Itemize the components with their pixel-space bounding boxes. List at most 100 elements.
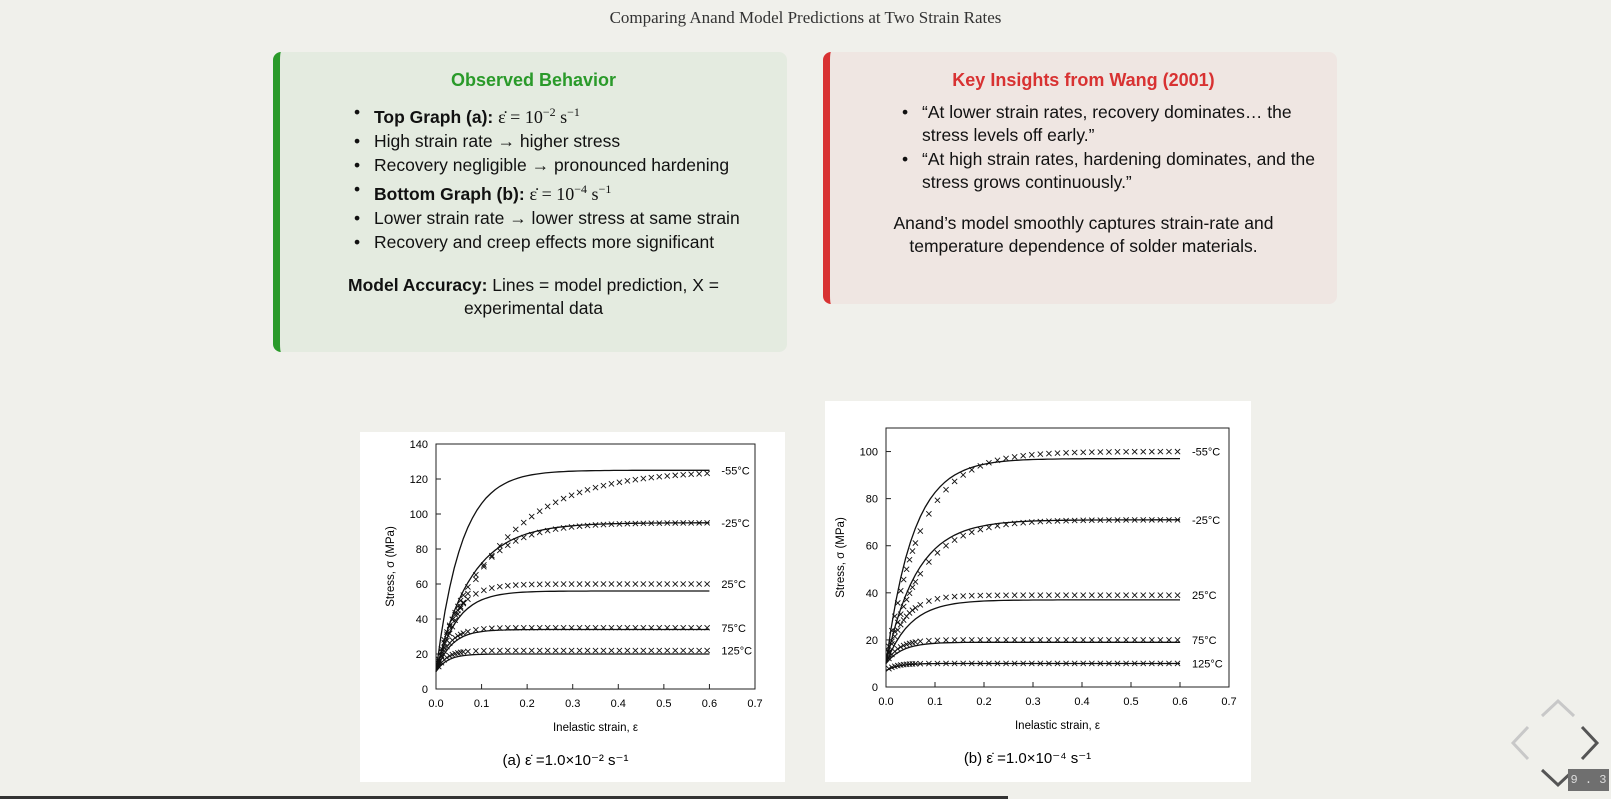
model-curve xyxy=(885,599,1180,664)
chart-a: 0.0 0.1 0.2 0.3 0.4 0.5 0.6 0.7 0 20 40 60 80 100 120 1… xyxy=(385,439,763,769)
data-point-x xyxy=(600,624,607,631)
series-label: -55°C xyxy=(721,465,749,477)
data-point-x xyxy=(985,592,992,599)
key-insights-box: Key Insights from Wang (2001) “At lower … xyxy=(823,52,1337,304)
observed-list: Top Graph (a): ε̇ = 10−2 s−1 High strain… xyxy=(280,101,787,254)
data-point-x xyxy=(568,581,575,587)
observed-item-bottom-graph: Bottom Graph (b): ε̇ = 10−4 s−1 xyxy=(354,178,787,206)
data-point-x xyxy=(672,581,679,587)
data-point-x xyxy=(897,611,904,618)
model-curve xyxy=(885,641,1180,664)
data-point-x xyxy=(897,621,904,628)
data-point-x xyxy=(536,647,543,654)
slide-title: Comparing Anand Model Predictions at Two… xyxy=(609,8,1002,27)
data-point-x xyxy=(903,596,910,603)
data-point-x xyxy=(1063,517,1069,524)
x-axis-label: Inelastic strain, ε xyxy=(553,722,638,734)
data-point-x xyxy=(1037,636,1044,643)
data-point-x xyxy=(994,457,1001,464)
data-point-x xyxy=(480,587,487,594)
series-label: -55°C xyxy=(1192,447,1220,459)
data-point-x xyxy=(917,660,924,667)
data-point-x xyxy=(943,660,949,667)
data-point-x xyxy=(560,647,567,654)
data-point-x xyxy=(1140,448,1147,455)
data-point-x xyxy=(688,624,695,631)
data-point-x xyxy=(1148,660,1155,667)
data-point-x xyxy=(1071,592,1078,599)
data-point-x xyxy=(616,521,623,527)
data-point-x xyxy=(1080,449,1087,456)
data-point-x xyxy=(672,624,679,631)
data-point-x xyxy=(680,624,687,631)
data-point-x xyxy=(480,562,487,568)
data-point-x xyxy=(1020,519,1027,526)
chart-caption: (b) ε̇ =1.0×10⁻⁴ s⁻¹ xyxy=(964,750,1091,767)
data-point-x xyxy=(1123,592,1130,599)
y-tick-label: 20 xyxy=(866,635,878,647)
data-point-x xyxy=(664,581,671,587)
data-point-x xyxy=(648,647,655,654)
data-point-x xyxy=(528,624,535,631)
data-point-x xyxy=(696,624,703,631)
data-point-x xyxy=(520,647,527,654)
y-tick-label: 0 xyxy=(422,684,428,696)
data-point-x xyxy=(520,624,527,631)
data-point-x xyxy=(560,524,567,531)
data-point-x xyxy=(925,559,932,565)
data-point-x xyxy=(894,646,901,652)
data-point-x xyxy=(891,628,898,635)
data-point-x xyxy=(496,583,503,590)
insights-list: “At lower strain rates, recovery dominat… xyxy=(830,101,1337,194)
data-point-x xyxy=(1054,592,1061,599)
data-point-x xyxy=(912,604,919,611)
nav-left-icon[interactable] xyxy=(1508,723,1532,763)
data-point-x xyxy=(452,634,459,641)
data-point-x xyxy=(592,647,599,654)
series-label: 25°C xyxy=(721,579,746,591)
data-point-x xyxy=(472,647,479,654)
data-point-x xyxy=(1097,517,1104,524)
data-point-x xyxy=(648,624,655,631)
y-axis-label: Stress, σ (MPa) xyxy=(835,517,847,598)
data-point-x xyxy=(1063,592,1069,599)
data-point-x xyxy=(897,644,904,650)
data-point-x xyxy=(1157,660,1164,667)
data-point-x xyxy=(488,625,495,632)
data-point-x xyxy=(1174,592,1181,599)
data-point-x xyxy=(444,654,450,661)
y-axis-label: Stress, σ (MPa) xyxy=(385,526,397,607)
data-point-x xyxy=(632,520,639,527)
data-point-x xyxy=(1046,592,1052,599)
data-point-x xyxy=(1020,636,1027,643)
nav-right-icon[interactable] xyxy=(1578,723,1602,763)
data-point-x xyxy=(600,581,607,587)
data-point-x xyxy=(452,611,459,618)
y-tick-label: 60 xyxy=(866,541,878,553)
data-point-x xyxy=(960,471,967,478)
data-point-x xyxy=(917,638,924,645)
data-point-x xyxy=(1080,592,1087,599)
data-point-x xyxy=(704,470,711,477)
model-curve xyxy=(435,469,710,672)
data-point-x xyxy=(656,624,663,631)
data-point-x xyxy=(977,660,984,667)
data-point-x xyxy=(1028,592,1035,599)
data-point-x xyxy=(1003,660,1009,667)
data-point-x xyxy=(688,647,695,654)
data-point-x xyxy=(909,548,916,554)
data-point-x xyxy=(888,641,895,647)
x-tick-label: 0.2 xyxy=(976,696,991,708)
data-point-x xyxy=(1011,660,1018,667)
data-point-x xyxy=(512,526,519,533)
y-tick-label: 140 xyxy=(410,439,428,451)
data-point-x xyxy=(536,624,543,631)
nav-up-icon[interactable] xyxy=(1538,696,1578,720)
data-point-x xyxy=(1003,455,1009,462)
data-point-x xyxy=(496,547,503,554)
data-point-x xyxy=(656,581,663,587)
data-point-x xyxy=(951,478,958,485)
data-point-x xyxy=(1037,660,1044,667)
data-point-x xyxy=(560,624,567,631)
data-point-x xyxy=(888,638,895,645)
